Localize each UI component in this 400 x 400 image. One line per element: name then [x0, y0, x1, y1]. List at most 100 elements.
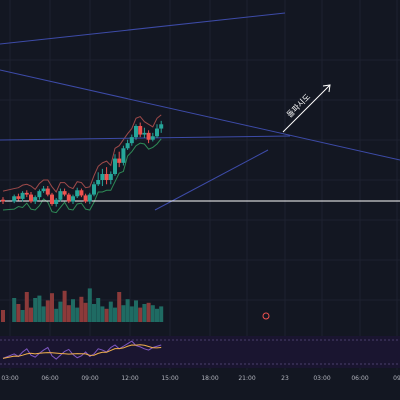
- candle-25: [113, 154, 117, 176]
- candle-28: [125, 139, 130, 150]
- volume-bar-22: [100, 306, 105, 322]
- volume-bar-29: [129, 306, 134, 322]
- candle-31: [138, 122, 143, 138]
- volume-bar-32: [142, 304, 147, 322]
- volume-bar-20: [92, 304, 96, 322]
- x-tick-label-8: 03:00: [313, 375, 330, 382]
- breakout-arrow: [282, 84, 331, 133]
- volume-bar-19: [87, 288, 92, 322]
- candle-17: [79, 188, 84, 198]
- candle-body-9: [45, 188, 50, 195]
- x-tick-label-5: 18:00: [201, 375, 218, 382]
- volume-bar-25: [113, 307, 117, 322]
- volume-bar-0: [1, 310, 5, 322]
- volume-marker: [262, 312, 270, 320]
- candle-body-27: [121, 148, 126, 163]
- candle-27: [121, 145, 126, 166]
- candle-body-0: [1, 199, 5, 202]
- rsi-line: [2, 340, 162, 360]
- x-axis: 03:00 06:00 09:00 12:00 15:00 18:00 21:00 23 03:…: [0, 370, 400, 400]
- candle-body-20: [92, 184, 96, 195]
- candle-26: [117, 151, 122, 168]
- candle-body-5: [29, 194, 33, 202]
- candle-body-25: [113, 158, 117, 174]
- volume-bar-4: [24, 292, 29, 322]
- breakout-annotation: 돌파시도: [282, 84, 331, 133]
- volume-bar-10: [50, 293, 54, 322]
- candle-body-11: [54, 199, 59, 204]
- band-upper: [2, 114, 162, 193]
- volume-bar-35: [155, 308, 159, 322]
- x-tick-label-2: 09:00: [81, 375, 98, 382]
- volume-bar-23: [104, 308, 109, 322]
- candle-body-23: [104, 174, 109, 180]
- candle-body-16: [75, 190, 80, 197]
- candle-body-17: [79, 190, 84, 196]
- volume-bar-11: [54, 308, 59, 322]
- candle-body-14: [66, 194, 71, 202]
- candle-body-19: [87, 194, 92, 202]
- candle-body-6: [33, 197, 38, 202]
- volume-bar-16: [75, 307, 80, 322]
- candle-30: [134, 124, 138, 140]
- candle-body-22: [100, 174, 105, 180]
- candle-body-7: [37, 191, 42, 198]
- candle-16: [75, 187, 80, 198]
- volume-bar-33: [146, 302, 151, 322]
- x-tick-label-0: 03:00: [1, 375, 18, 382]
- rsi-signal-line: [2, 344, 162, 359]
- volume-bars: [1, 288, 270, 322]
- volume-bar-17: [79, 296, 84, 322]
- candle-body-30: [134, 126, 138, 138]
- volume-bar-18: [83, 302, 88, 322]
- volume-bar-31: [138, 307, 143, 322]
- candle-8: [41, 186, 46, 193]
- volume-bar-9: [45, 300, 50, 322]
- volume-bar-2: [16, 304, 21, 322]
- candle-body-8: [41, 188, 46, 192]
- x-tick-label-9: 06:00: [351, 375, 368, 382]
- breakout-label: 돌파시도: [285, 92, 312, 119]
- x-tick-label-4: 15:00: [161, 375, 178, 382]
- candle-body-10: [50, 194, 54, 204]
- grid: [0, 0, 400, 385]
- candle-3: [20, 191, 25, 202]
- volume-bar-36: [159, 306, 164, 322]
- volume-bar-14: [66, 305, 71, 322]
- x-tick-label-3: 12:00: [121, 375, 138, 382]
- candle-body-1: [12, 196, 17, 202]
- candle-body-33: [146, 132, 151, 140]
- candles[interactable]: [1, 120, 164, 207]
- candle-body-24: [108, 174, 113, 180]
- candle-6: [33, 195, 38, 204]
- volume-bar-8: [41, 306, 46, 322]
- candle-body-36: [159, 124, 164, 129]
- candle-9: [45, 186, 50, 197]
- candle-body-21: [96, 180, 101, 185]
- x-tick-label-1: 06:00: [41, 375, 58, 382]
- candle-body-18: [83, 195, 88, 202]
- trendline-flat: [0, 135, 291, 141]
- rsi-pane: [0, 336, 400, 368]
- candle-36: [159, 120, 164, 133]
- volume-bar-28: [125, 299, 130, 322]
- candle-19: [87, 192, 92, 204]
- volume-bar-6: [33, 298, 38, 322]
- x-tick-label-7: 23: [281, 375, 289, 382]
- candle-29: [129, 134, 134, 146]
- candle-22: [100, 168, 105, 186]
- candle-7: [37, 189, 42, 200]
- x-axis-background: [0, 370, 400, 400]
- volume-bar-12: [58, 301, 63, 322]
- candle-body-35: [155, 128, 159, 137]
- volume-bar-27: [121, 305, 126, 322]
- candle-2: [16, 193, 21, 201]
- candle-34: [150, 132, 155, 142]
- candle-body-13: [62, 191, 67, 195]
- volume-bar-5: [29, 307, 33, 322]
- candle-5: [29, 192, 33, 204]
- candle-18: [83, 193, 88, 204]
- x-tick-label-6: 21:00: [238, 375, 255, 382]
- volume-bar-26: [117, 292, 122, 322]
